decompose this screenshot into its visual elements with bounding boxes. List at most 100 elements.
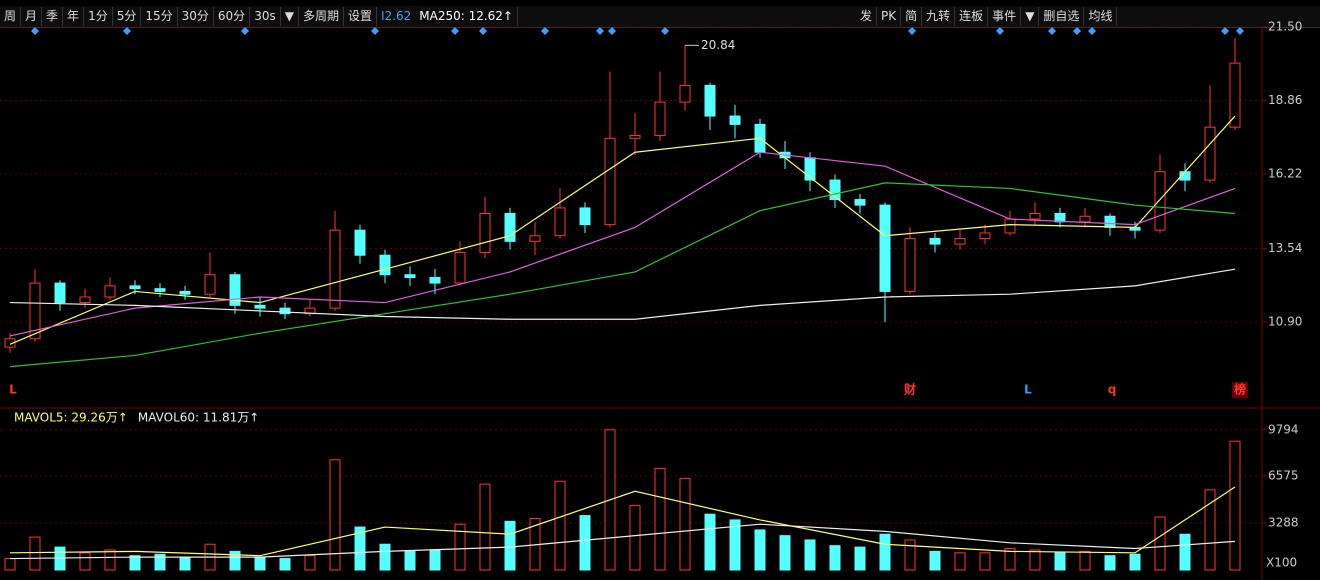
event-marker (1073, 27, 1081, 35)
candle-body (504, 212, 516, 242)
candle-body (979, 232, 991, 240)
volume-bar (929, 550, 941, 571)
candle-body (904, 238, 916, 292)
candle-body (279, 307, 291, 315)
volume-bar (804, 539, 816, 571)
event-marker (661, 27, 669, 35)
toolbar-button[interactable]: PK (877, 7, 902, 26)
volume-bar (379, 543, 391, 571)
volume-bar (104, 549, 116, 571)
volume-bar (779, 535, 791, 571)
candle-body (354, 229, 366, 256)
volume-bar (904, 539, 916, 571)
candle-body (1154, 171, 1166, 231)
toolbar-button[interactable]: 多周期 (299, 7, 344, 26)
moving-average (9, 151, 1236, 337)
toolbar-button[interactable]: 5分 (113, 7, 142, 26)
toolbar-button[interactable]: 年 (63, 7, 85, 26)
candle-body (1079, 215, 1091, 223)
toolbar-button[interactable]: 月 (21, 7, 43, 26)
volume-bar (129, 555, 141, 571)
toolbar-button[interactable]: ▼ (1021, 7, 1040, 26)
toolbar-button[interactable]: 设置 (344, 7, 377, 26)
event-label: L (1024, 383, 1032, 397)
volume-bar (354, 526, 366, 571)
legend-entry: MAVOL60: 11.81万↑ (138, 411, 259, 425)
volume-bar (1204, 489, 1216, 571)
candle-body (879, 204, 891, 292)
volume-bar (304, 555, 316, 571)
volume-bar (954, 552, 966, 571)
moving-average (9, 182, 1236, 368)
toolbar-button[interactable]: 九转 (922, 7, 956, 26)
toolbar-button[interactable]: 简 (901, 7, 923, 26)
volume-bar (4, 558, 16, 571)
volume-bar (79, 552, 91, 571)
volume-bar (404, 550, 416, 571)
event-label: 财 (903, 382, 916, 397)
candle-body (679, 84, 691, 103)
candle-body (229, 274, 241, 306)
candle-body (954, 238, 966, 245)
candle-body (29, 282, 41, 340)
candle-body (829, 179, 841, 201)
candle-body (629, 135, 641, 139)
toolbar-button[interactable]: 均线 (1084, 7, 1118, 26)
volume-bar (654, 467, 666, 571)
volume-bar (1004, 548, 1016, 571)
toolbar-button[interactable]: 15分 (141, 7, 178, 26)
volume-bar (454, 523, 466, 571)
moving-average (9, 486, 1236, 557)
toolbar-button[interactable]: 删自选 (1039, 7, 1085, 26)
volume-bar (754, 529, 766, 571)
toolbar-button[interactable]: 发 (856, 7, 878, 26)
candle-body (4, 338, 16, 348)
event-marker (31, 27, 39, 35)
candle-body (554, 207, 566, 237)
event-marker (1088, 27, 1096, 35)
candle-body (54, 282, 66, 304)
volume-bar (554, 480, 566, 571)
moving-average (9, 268, 1236, 320)
candle-body (154, 288, 166, 292)
volume-bar (1129, 553, 1141, 571)
event-marker (241, 27, 249, 35)
toolbar-button[interactable]: MA250: 12.62↑ (415, 7, 518, 26)
badge-bg (1232, 382, 1248, 398)
candle-body (529, 235, 541, 242)
candle-body (254, 304, 266, 309)
toolbar-button[interactable]: 周 (0, 7, 22, 26)
event-marker (596, 27, 604, 35)
y-tick-label: 6575 (1268, 468, 1299, 482)
moving-average (9, 523, 1236, 560)
toolbar-button[interactable]: I2.62 (380, 9, 412, 23)
y-tick-label: 18.86 (1268, 93, 1302, 107)
candle-body (104, 285, 116, 298)
volume-bar (479, 483, 491, 571)
toolbar-button[interactable]: 30分 (178, 7, 214, 26)
candle-body (329, 229, 341, 309)
toolbar-button[interactable]: ▼ (281, 7, 299, 26)
candle-body (1229, 62, 1241, 128)
event-marker (451, 27, 459, 35)
toolbar-button[interactable]: 连板 (955, 7, 989, 26)
toolbar-button[interactable]: 30s (250, 7, 281, 26)
moving-average (9, 115, 1236, 345)
y-tick-label: 21.50 (1268, 19, 1302, 33)
toolbar-button[interactable]: 季 (42, 7, 64, 26)
candle-body (404, 274, 416, 279)
volume-bar (704, 513, 716, 571)
toolbar-button[interactable]: 1分 (84, 7, 113, 26)
y-tick-label: 16.22 (1268, 166, 1302, 180)
volume-bar (1104, 555, 1116, 571)
event-marker (1221, 27, 1229, 35)
toolbar-button[interactable]: 事件 (988, 7, 1022, 26)
event-marker (123, 27, 131, 35)
volume-bar (154, 553, 166, 571)
candle-body (604, 137, 616, 226)
candle-body (429, 277, 441, 284)
volume-bar (504, 520, 516, 571)
volume-bar (579, 515, 591, 571)
toolbar-button[interactable]: 60分 (214, 7, 251, 26)
volume-bar (829, 545, 841, 571)
